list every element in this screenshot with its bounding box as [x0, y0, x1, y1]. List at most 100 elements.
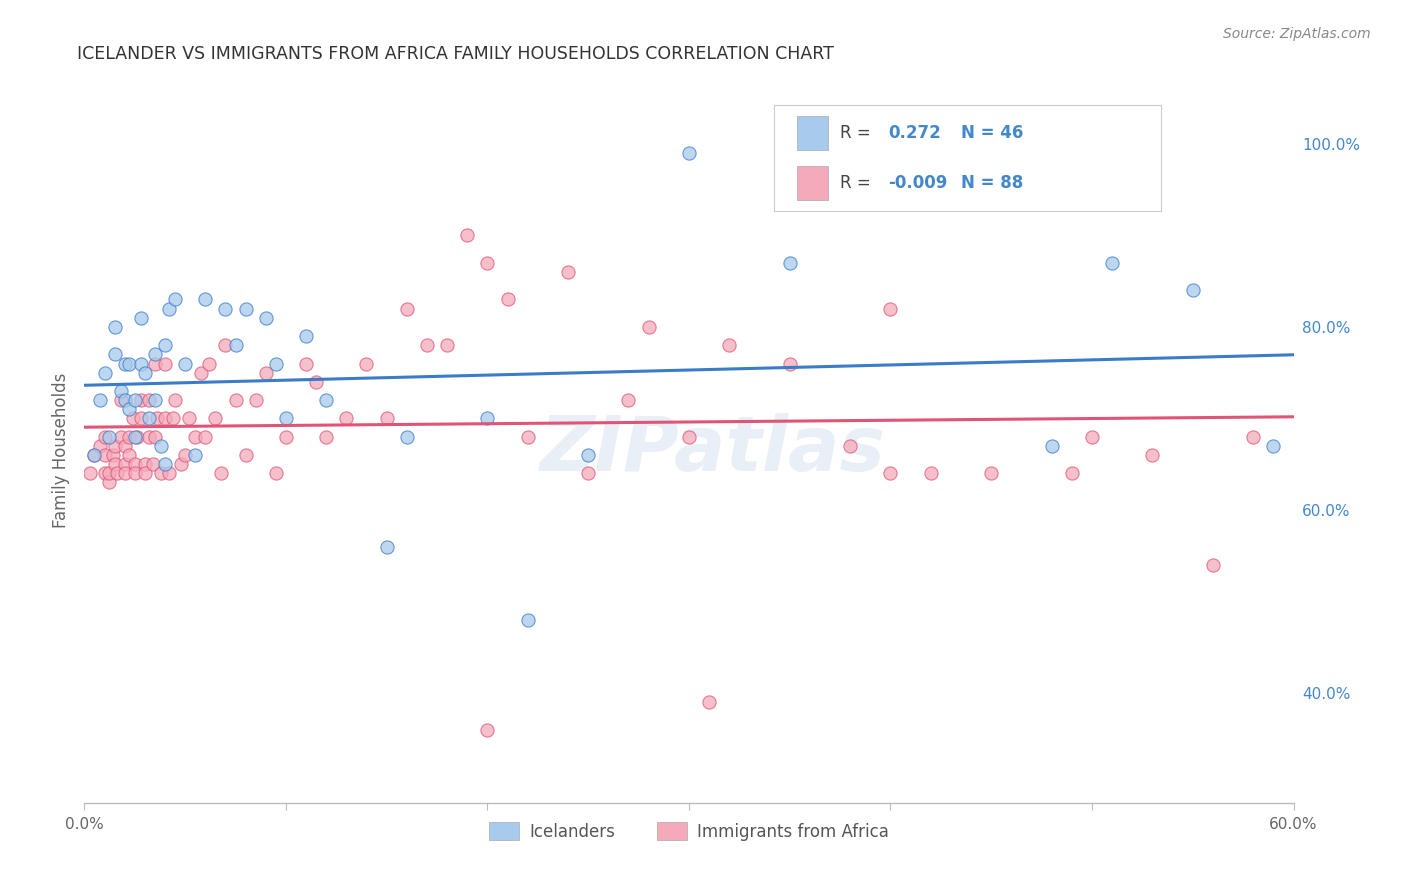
Point [179, 411, 201, 425]
Point [124, 430, 146, 444]
Point [1101, 256, 1123, 270]
Point [198, 357, 221, 371]
Point [209, 467, 232, 481]
Point [110, 430, 132, 444]
Point [637, 319, 659, 334]
Bar [797, 167, 828, 201]
Point [118, 357, 141, 371]
Point [194, 293, 217, 307]
Point [97, 467, 120, 481]
Point [124, 457, 146, 471]
Point [204, 411, 226, 425]
Point [416, 338, 439, 352]
Point [295, 329, 318, 343]
Point [225, 338, 247, 352]
Point [124, 467, 146, 481]
Text: 0.272: 0.272 [889, 124, 941, 142]
Point [214, 338, 236, 352]
Text: R =: R = [841, 124, 870, 142]
Point [477, 723, 499, 737]
Point [104, 457, 127, 471]
Point [305, 375, 328, 389]
Legend: Icelanders, Immigrants from Africa: Icelanders, Immigrants from Africa [482, 815, 896, 847]
Point [235, 301, 257, 316]
Point [118, 430, 141, 444]
Point [274, 411, 297, 425]
Point [395, 430, 418, 444]
Point [1060, 467, 1083, 481]
Point [104, 439, 127, 453]
Point [194, 430, 217, 444]
Point [114, 393, 136, 408]
Point [1040, 439, 1063, 453]
Point [295, 357, 318, 371]
Point [496, 293, 519, 307]
Point [920, 467, 942, 481]
Point [184, 448, 207, 462]
Point [134, 457, 156, 471]
Point [93, 448, 115, 462]
Point [576, 448, 599, 462]
Point [104, 347, 127, 361]
Point [174, 357, 197, 371]
Point [93, 366, 115, 380]
Point [245, 393, 267, 408]
Point [118, 402, 141, 417]
Point [162, 411, 184, 425]
FancyBboxPatch shape [773, 105, 1160, 211]
Point [138, 393, 160, 408]
Point [89, 393, 111, 408]
Point [456, 228, 478, 243]
Point [129, 357, 152, 371]
Point [879, 467, 901, 481]
Point [153, 357, 176, 371]
Point [254, 366, 277, 380]
Point [149, 439, 172, 453]
Point [121, 411, 143, 425]
Point [225, 393, 247, 408]
Point [1142, 448, 1164, 462]
Point [779, 357, 801, 371]
Point [375, 540, 398, 554]
Point [395, 301, 418, 316]
Point [104, 319, 127, 334]
Point [235, 448, 257, 462]
Point [1202, 558, 1225, 572]
Point [174, 448, 197, 462]
Point [165, 293, 187, 307]
Point [124, 393, 146, 408]
Point [980, 467, 1002, 481]
Text: N = 46: N = 46 [962, 124, 1024, 142]
Point [1081, 430, 1104, 444]
Point [134, 467, 156, 481]
Point [129, 393, 152, 408]
Point [335, 411, 357, 425]
Point [93, 467, 115, 481]
Point [375, 411, 398, 425]
Point [153, 457, 176, 471]
Text: R =: R = [841, 175, 870, 193]
Bar [797, 116, 828, 150]
Point [678, 146, 700, 161]
Point [477, 411, 499, 425]
Point [134, 366, 156, 380]
Y-axis label: Family Households: Family Households [52, 373, 70, 528]
Point [129, 310, 152, 325]
Point [157, 467, 180, 481]
Point [516, 430, 538, 444]
Point [557, 265, 579, 279]
Point [477, 256, 499, 270]
Text: ICELANDER VS IMMIGRANTS FROM AFRICA FAMILY HOUSEHOLDS CORRELATION CHART: ICELANDER VS IMMIGRANTS FROM AFRICA FAMI… [77, 45, 834, 62]
Point [356, 357, 378, 371]
Point [718, 338, 741, 352]
Point [146, 411, 169, 425]
Point [214, 301, 236, 316]
Point [83, 448, 105, 462]
Point [142, 457, 165, 471]
Point [879, 301, 901, 316]
Point [83, 448, 105, 462]
Point [114, 457, 136, 471]
Text: ZIPatlas: ZIPatlas [540, 414, 886, 487]
Point [105, 467, 128, 481]
Point [697, 695, 720, 709]
